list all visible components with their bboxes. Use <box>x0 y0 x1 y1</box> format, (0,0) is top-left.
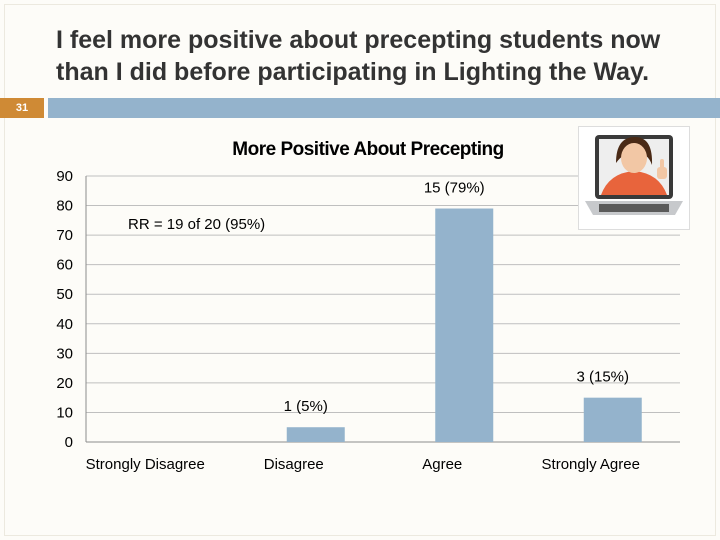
y-tick-label: 30 <box>56 345 73 362</box>
header-divider-band <box>48 98 720 118</box>
slide-frame <box>4 4 716 536</box>
y-tick-label: 80 <box>56 198 73 215</box>
y-tick-label: 60 <box>56 257 73 274</box>
y-tick-label: 20 <box>56 375 73 392</box>
laptop-woman-thumbs-up-image <box>578 126 690 230</box>
woman-laptop-thumbs-up-icon <box>585 135 683 215</box>
bar-agree <box>435 208 494 442</box>
bar-strongly-agree <box>583 397 642 442</box>
slide-number: 31 <box>15 102 29 114</box>
slide-title: I feel more positive about precepting st… <box>56 24 696 88</box>
y-tick-label: 70 <box>56 227 73 244</box>
chart-title: More Positive About Precepting <box>232 139 503 160</box>
data-label: 15 (79%) <box>424 180 485 197</box>
bar-disagree <box>286 427 345 442</box>
slide-title-line-2: than I did before participating in Light… <box>56 58 650 86</box>
y-tick-label: 0 <box>65 434 73 451</box>
y-tick-label: 40 <box>56 316 73 333</box>
y-tick-label: 10 <box>56 404 73 421</box>
x-tick-label: Strongly Disagree <box>86 456 205 473</box>
slide-title-line-1: I feel more positive about precepting st… <box>56 26 661 54</box>
slide-number-band <box>0 98 44 118</box>
y-tick-label: 50 <box>56 286 73 303</box>
x-tick-label: Agree <box>422 456 462 473</box>
data-label: 3 (15%) <box>576 369 629 386</box>
response-rate-annotation: RR = 19 of 20 (95%) <box>128 216 265 233</box>
data-label: 1 (5%) <box>284 398 328 415</box>
x-tick-label: Strongly Agree <box>542 456 640 473</box>
x-tick-label: Disagree <box>264 456 324 473</box>
y-tick-label: 90 <box>56 168 73 185</box>
